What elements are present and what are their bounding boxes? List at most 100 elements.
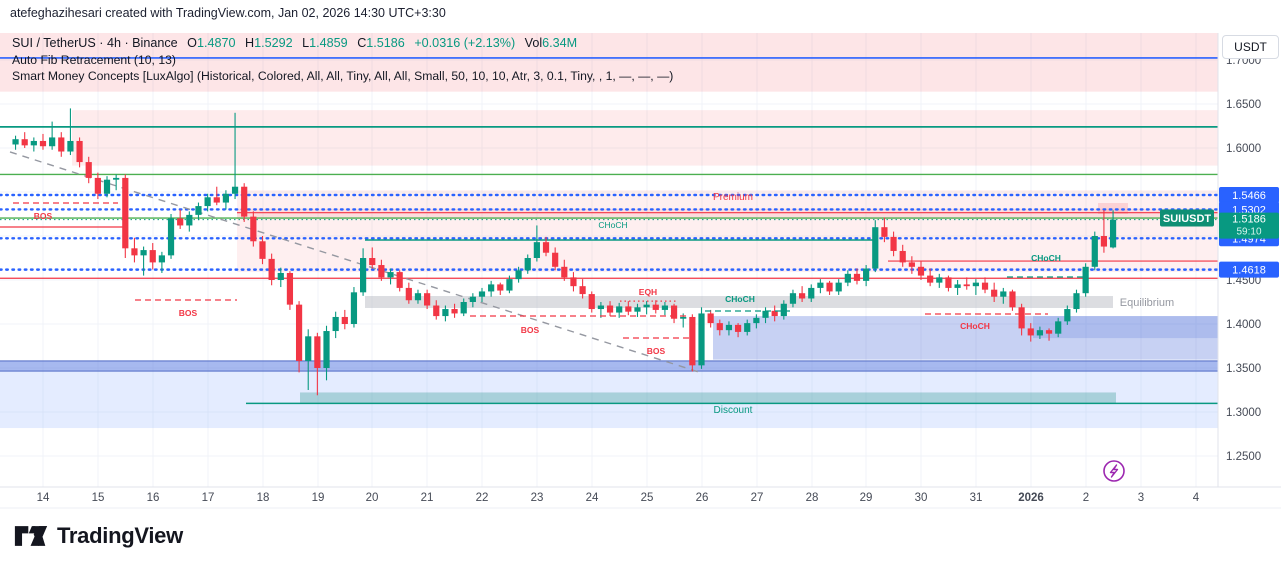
candle-down <box>927 275 934 283</box>
candle-up <box>972 282 979 287</box>
candle-up <box>762 310 769 318</box>
flash-circle <box>1103 460 1125 482</box>
currency-toggle-button[interactable]: USDT <box>1222 35 1279 59</box>
symbol-tag-box <box>1160 209 1214 227</box>
candle-down <box>542 242 550 253</box>
candle-down <box>76 140 83 163</box>
candle-down <box>268 258 275 280</box>
tradingview-branding[interactable]: TradingView <box>14 523 183 549</box>
time-axis-label: 27 <box>751 492 764 504</box>
indicator-legend-autofib[interactable]: Auto Fib Retracement (10, 13) <box>12 52 176 67</box>
price-axis-label: 1.2500 <box>1226 451 1261 463</box>
candle-up <box>442 309 449 317</box>
premium-upper-zone <box>72 110 1218 166</box>
tradingview-logo-icon <box>14 526 48 546</box>
flash-bolt <box>1109 464 1119 478</box>
candle-down <box>85 162 92 178</box>
candle-up <box>488 284 495 292</box>
candle-down <box>908 262 915 267</box>
candle-down <box>981 282 989 290</box>
ohlc-high-value: 1.5292 <box>254 36 293 50</box>
candle-down <box>899 250 906 263</box>
symbol-tag-text: SUIUSDT <box>1163 213 1212 225</box>
candle-down <box>716 323 723 331</box>
supply-stripe <box>237 208 1218 219</box>
price-axis[interactable]: 1.70001.65001.60001.45001.40001.35001.30… <box>1217 0 1281 511</box>
demand-teal-band <box>300 392 1116 403</box>
fib-price-badge-text: 1.4618 <box>1232 265 1266 277</box>
candle-up <box>387 272 394 278</box>
candle-up <box>680 316 687 319</box>
demand-zone-b <box>1033 316 1218 339</box>
bar-countdown-text: 59:10 <box>1236 227 1261 238</box>
price-axis-bg <box>1218 0 1281 511</box>
bos-4-label: BOS <box>647 346 666 356</box>
candle-down <box>890 236 897 251</box>
candle-down <box>424 293 431 306</box>
ohlc-open-label: O <box>187 36 197 50</box>
candle-down <box>826 282 833 292</box>
candle-up <box>863 268 870 281</box>
time-axis-label: 24 <box>586 492 599 504</box>
candle-up <box>1000 291 1007 297</box>
candle-down <box>497 284 504 291</box>
symbol-legend-row[interactable]: SUI / TetherUS · 4h · Binance O1.4870 H1… <box>12 36 673 52</box>
symbol-title: SUI / TetherUS · 4h · Binance <box>12 36 178 50</box>
candle-down <box>963 284 970 287</box>
candle-down <box>39 140 47 147</box>
chart-canvas[interactable]: BOS BOS BOS BOS EQH CHoCH CHoCH CHoCH Premium Dis… <box>0 0 1281 511</box>
candle-up <box>698 313 705 366</box>
candle-down <box>122 177 129 249</box>
price-axis-label: 1.4000 <box>1226 319 1261 331</box>
candle-down <box>58 137 65 152</box>
time-axis[interactable]: 14 15 16 17 18 19 20 21 22 23 24 25 26 27 28 29 30 31 2026… <box>0 486 1281 511</box>
time-axis-bg <box>0 487 1281 511</box>
time-axis-label: 15 <box>92 492 105 504</box>
ohlc-close-value: 1.5186 <box>366 36 405 50</box>
candle-down <box>378 265 385 278</box>
equilibrium-label: Equilibrium <box>1120 297 1174 309</box>
symbol-price-tag: SUIUSDT <box>1160 209 1214 227</box>
candle-up <box>277 272 284 280</box>
candle-up <box>1109 219 1117 248</box>
candle-up <box>597 305 604 310</box>
candle-down <box>149 250 156 263</box>
time-axis-label: 29 <box>860 492 873 504</box>
candle-up <box>350 292 358 324</box>
ohlc-high-label: H <box>245 36 255 50</box>
flash-icon[interactable] <box>1103 460 1125 482</box>
candle-down <box>917 266 925 276</box>
bos-2-label: BOS <box>179 308 198 318</box>
time-axis-label: 28 <box>806 492 819 504</box>
eqh-label: EQH <box>639 287 657 297</box>
candle-down <box>579 286 586 295</box>
plot-area[interactable]: BOS BOS BOS BOS EQH CHoCH CHoCH CHoCH Premium Dis… <box>0 33 1218 487</box>
candle-up <box>616 306 623 313</box>
time-axis-label: 17 <box>202 492 215 504</box>
candle-up <box>222 193 230 203</box>
candle-down <box>94 177 101 194</box>
price-axis-label: 1.4500 <box>1226 275 1261 287</box>
candle-up <box>30 140 37 146</box>
candle-up <box>469 296 476 302</box>
attribution-text: atefeghazihesari created with TradingVie… <box>10 6 446 20</box>
time-axis-label: 23 <box>531 492 544 504</box>
candle-down <box>853 273 861 281</box>
demand-band <box>0 360 1218 372</box>
candle-up <box>744 323 751 332</box>
tradingview-wordmark: TradingView <box>57 523 183 548</box>
candle-down <box>396 272 403 288</box>
candle-up <box>1036 330 1044 336</box>
ohlc-close-label: C <box>357 36 367 50</box>
time-axis-label: 2026 <box>1018 492 1044 504</box>
time-axis-label: 31 <box>970 492 983 504</box>
candle-up <box>789 293 797 304</box>
candle-up <box>478 291 486 297</box>
candle-down <box>21 139 28 146</box>
supply-zone-top <box>0 33 1218 92</box>
candle-up <box>186 214 193 226</box>
price-axis-label: 1.6000 <box>1226 143 1261 155</box>
candle-down <box>991 289 998 297</box>
indicator-legend-smc[interactable]: Smart Money Concepts [LuxAlgo] (Historic… <box>12 69 674 83</box>
